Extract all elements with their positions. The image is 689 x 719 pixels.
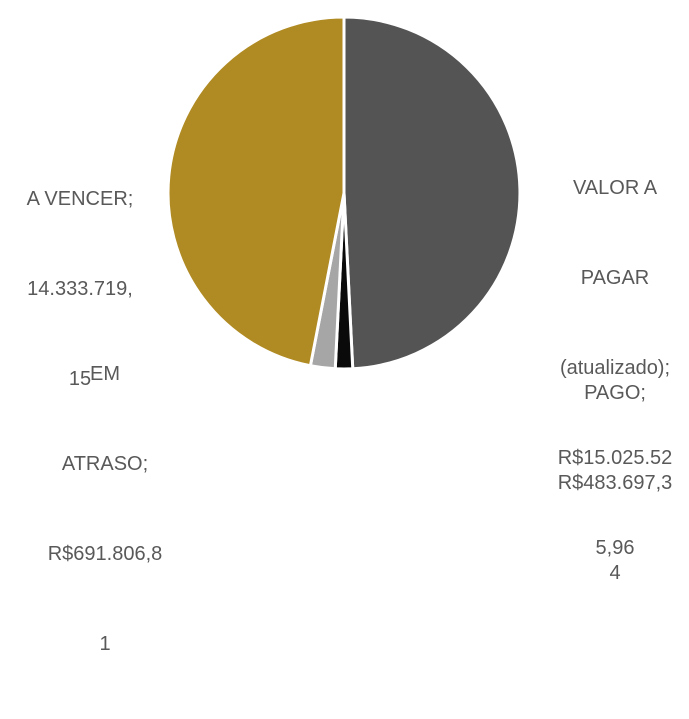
pie-chart: VALOR A PAGAR (atualizado); R$15.025.52 … <box>27 15 672 655</box>
pie-slice-valor-a-pagar-atualizado <box>342 15 522 371</box>
pie-chart-svg <box>166 15 522 371</box>
label-pago: PAGO; R$483.697,3 4 <box>557 382 673 584</box>
label-a-vencer: A VENCER; 14.333.719, 15 <box>26 188 134 390</box>
pie-slice-a-vencer <box>166 15 346 368</box>
